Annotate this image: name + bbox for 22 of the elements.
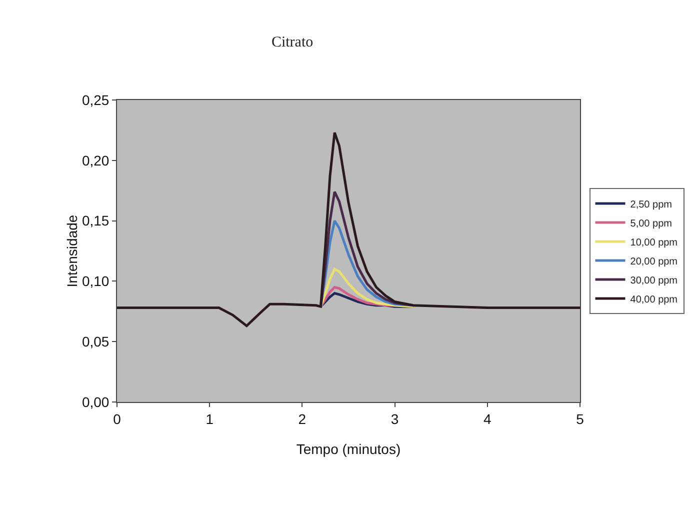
y-tick-label: 0,15 xyxy=(82,212,110,229)
chart-title: Citrato xyxy=(271,34,314,50)
x-tick-label: 2 xyxy=(298,410,306,427)
x-axis-title: Tempo (minutos) xyxy=(296,441,401,457)
x-tick-label: 5 xyxy=(576,410,584,427)
legend-label: 20,00 ppm xyxy=(630,256,678,268)
y-axis-title: Intensidade xyxy=(64,214,80,288)
y-tick-label: 0,10 xyxy=(82,273,110,290)
y-tick-label: 0,20 xyxy=(82,152,110,168)
x-tick-label: 1 xyxy=(206,410,214,427)
line-series xyxy=(117,131,580,328)
x-tick-label: 3 xyxy=(390,410,399,427)
y-tick-label: 0,25 xyxy=(82,92,110,108)
legend-label: 10,00 ppm xyxy=(630,237,678,248)
legend-label: 40,00 ppm xyxy=(630,294,678,306)
y-tick-label: 0,00 xyxy=(82,394,110,410)
x-tick-label: 4 xyxy=(484,410,492,427)
legend-label: 30,00 ppm xyxy=(630,275,678,286)
y-tick-label: 0,05 xyxy=(82,334,110,350)
legend-label: 2,50 ppm xyxy=(630,199,672,210)
legend-label: 5,00 ppm xyxy=(630,218,672,230)
x-tick-label: 0 xyxy=(113,410,122,427)
